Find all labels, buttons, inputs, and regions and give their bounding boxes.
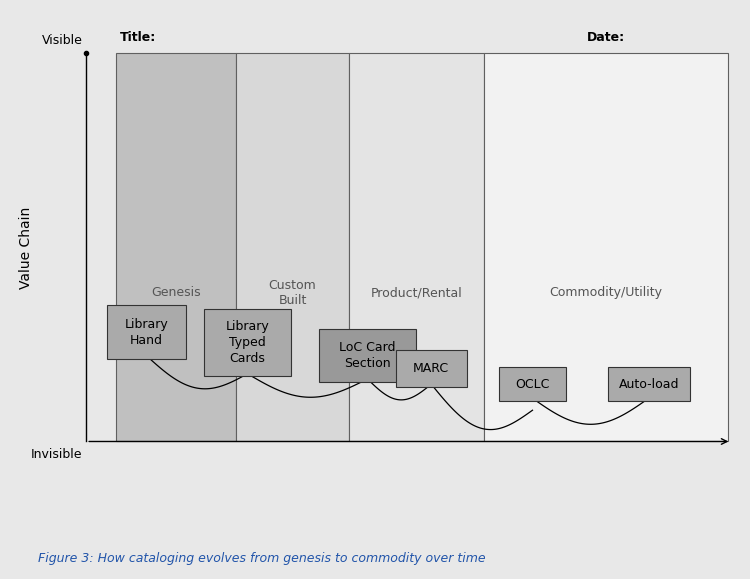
- Text: Invisible: Invisible: [31, 448, 82, 461]
- Text: OCLC: OCLC: [515, 378, 550, 391]
- Text: Visible: Visible: [42, 34, 82, 47]
- Text: Figure 3: How cataloging evolves from genesis to commodity over time: Figure 3: How cataloging evolves from ge…: [38, 552, 485, 565]
- Text: MARC: MARC: [413, 362, 449, 375]
- FancyBboxPatch shape: [107, 305, 186, 360]
- Text: LoC Card
Section: LoC Card Section: [339, 341, 396, 370]
- Bar: [349, 53, 484, 442]
- Text: Date:: Date:: [586, 31, 625, 44]
- FancyBboxPatch shape: [396, 350, 466, 387]
- Text: Title:: Title:: [120, 31, 156, 44]
- Text: Value Chain: Value Chain: [20, 206, 33, 288]
- FancyBboxPatch shape: [608, 367, 690, 401]
- Text: Custom
Built: Custom Built: [268, 279, 316, 307]
- Text: Product/Rental: Product/Rental: [370, 287, 462, 299]
- FancyBboxPatch shape: [204, 309, 291, 376]
- Text: Library
Hand: Library Hand: [124, 317, 168, 347]
- Text: Library
Typed
Cards: Library Typed Cards: [226, 320, 269, 365]
- Text: Commodity/Utility: Commodity/Utility: [549, 287, 662, 299]
- Text: Auto-load: Auto-load: [619, 378, 679, 391]
- Bar: [236, 53, 349, 442]
- FancyBboxPatch shape: [319, 329, 416, 382]
- Bar: [116, 53, 236, 442]
- FancyBboxPatch shape: [499, 367, 566, 401]
- Text: Genesis: Genesis: [152, 287, 201, 299]
- Bar: [484, 53, 728, 442]
